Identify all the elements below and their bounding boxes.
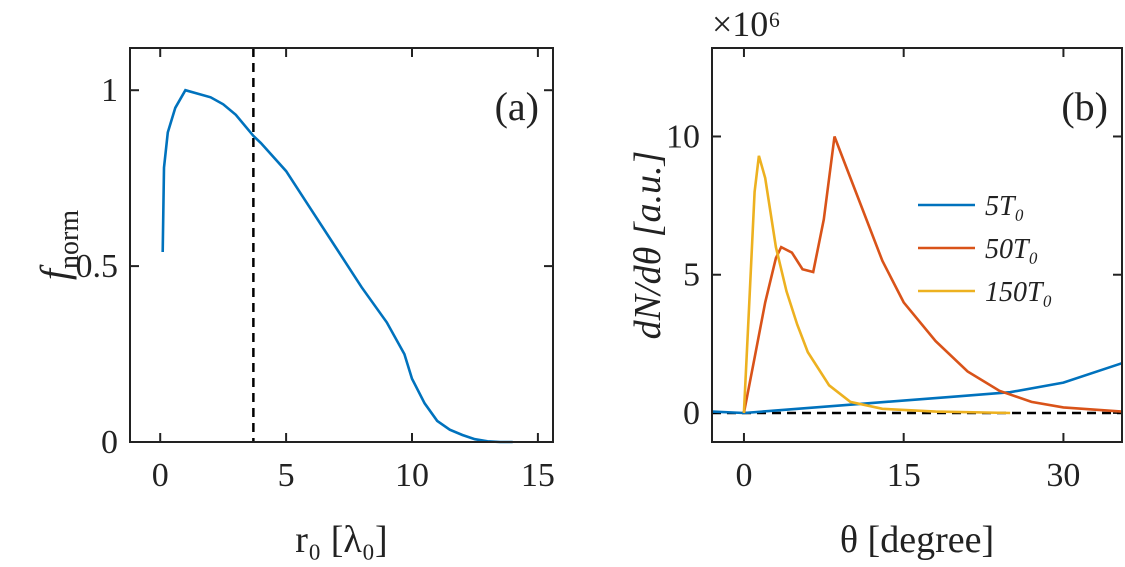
- x-tick-label: 0: [735, 457, 752, 494]
- x-tick-label: 0: [152, 457, 169, 494]
- y-tick-label: 1: [101, 72, 118, 109]
- legend-label: 150T₀: [985, 277, 1052, 308]
- axes-box: [711, 47, 1123, 443]
- x-tick-label: 15: [887, 457, 921, 494]
- y-tick-label: 10: [666, 118, 700, 155]
- legend-label: 50T₀: [985, 234, 1038, 265]
- x-tick-label: 30: [1046, 457, 1080, 494]
- y-tick-label: 0: [101, 424, 118, 461]
- x-tick-label: 15: [521, 457, 555, 494]
- data-line: [742, 136, 1123, 414]
- y-tick-label: 0: [683, 395, 700, 432]
- y-tick-label: 0.5: [76, 248, 119, 285]
- annotation: (a): [495, 84, 539, 129]
- legend-label: 5T₀: [985, 191, 1024, 222]
- x-tick-label: 5: [278, 457, 295, 494]
- y-tick-label: 5: [683, 257, 700, 294]
- x-tick-label: 10: [395, 457, 429, 494]
- data-line: [161, 88, 513, 444]
- y-axis-label-sub: norm: [54, 210, 85, 269]
- axis-multiplier: ×10⁶: [712, 4, 781, 44]
- y-axis-label: fnorm: [32, 210, 85, 280]
- x-axis-label: θ [degree]: [840, 519, 994, 561]
- y-axis-label: dN/dθ [a.u.]: [627, 151, 669, 340]
- x-axis-label: r₀ [λ₀]: [295, 519, 387, 561]
- annotation: (b): [1061, 84, 1108, 129]
- axes-box: [129, 47, 554, 443]
- data-line: [711, 361, 1123, 415]
- data-line: [742, 155, 1011, 415]
